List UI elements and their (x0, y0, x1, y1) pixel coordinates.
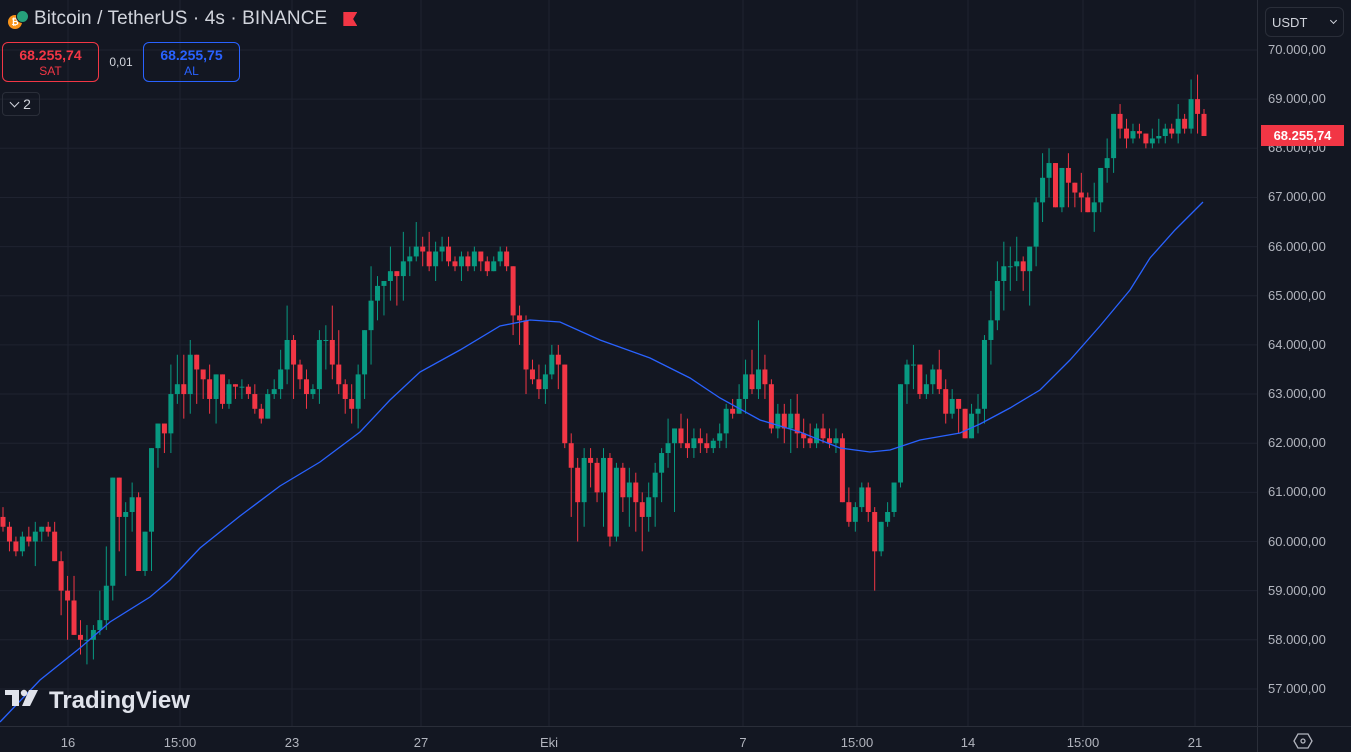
price-axis-label: 64.000,00 (1268, 336, 1326, 352)
price-axis-label: 60.000,00 (1268, 533, 1326, 549)
time-axis-label: 7 (739, 735, 747, 750)
price-axis-label: 67.000,00 (1268, 189, 1326, 205)
time-axis-label: 16 (60, 735, 76, 750)
buy-label: AL (184, 64, 199, 78)
currency-value: USDT (1272, 14, 1308, 30)
chevron-down-icon (9, 97, 20, 107)
price-axis-label: 66.000,00 (1268, 238, 1326, 254)
sell-button[interactable]: 68.255,74 SAT (2, 42, 99, 82)
price-axis-label: 63.000,00 (1268, 386, 1326, 402)
price-axis-label: 69.000,00 (1268, 91, 1326, 107)
tradingview-logo-icon (5, 688, 43, 714)
price-axis-divider (1257, 0, 1258, 752)
price-axis-label: 57.000,00 (1268, 680, 1326, 696)
currency-selector[interactable]: USDT (1265, 7, 1344, 37)
buy-button[interactable]: 68.255,75 AL (143, 42, 240, 82)
time-axis-label: 14 (960, 735, 976, 750)
last-price-tag: 68.255,74 (1261, 125, 1344, 146)
time-axis-label: 27 (413, 735, 429, 750)
quote-panel: 68.255,74 SAT 0,01 68.255,75 AL (2, 42, 240, 82)
price-axis-label: 58.000,00 (1268, 631, 1326, 647)
settings-icon[interactable] (1293, 733, 1313, 749)
time-axis-label: 23 (284, 735, 300, 750)
sell-price: 68.255,74 (19, 47, 82, 63)
price-axis-label: 62.000,00 (1268, 435, 1326, 451)
chevron-down-icon (1329, 16, 1338, 25)
time-axis-label: 21 (1187, 735, 1203, 750)
price-axis-label: 65.000,00 (1268, 287, 1326, 303)
indicators-toggle-button[interactable]: 2 (2, 92, 40, 116)
price-axis-label: 59.000,00 (1268, 582, 1326, 598)
sell-label: SAT (39, 64, 62, 78)
time-axis-label: 15:00 (840, 735, 874, 750)
indicators-count: 2 (23, 96, 31, 112)
buy-price: 68.255,75 (160, 47, 223, 63)
time-axis-label: 15:00 (163, 735, 197, 750)
price-axis-label: 70.000,00 (1268, 42, 1326, 57)
symbol-legend[interactable]: ₿ Bitcoin / TetherUS · 4s · BINANCE (6, 8, 358, 30)
price-axis-label: 61.000,00 (1268, 484, 1326, 500)
time-axis-divider (0, 726, 1351, 727)
symbol-icons: ₿ (6, 8, 29, 30)
usdt-icon (16, 10, 29, 23)
flag-icon[interactable] (343, 12, 358, 26)
time-axis-label: 15:00 (1066, 735, 1100, 750)
tradingview-watermark[interactable]: TradingView (5, 687, 190, 715)
symbol-title[interactable]: Bitcoin / TetherUS · 4s · BINANCE (34, 8, 328, 29)
time-axis-label: Eki (539, 735, 559, 750)
spread-value: 0,01 (109, 55, 133, 69)
watermark-text: TradingView (49, 687, 190, 714)
